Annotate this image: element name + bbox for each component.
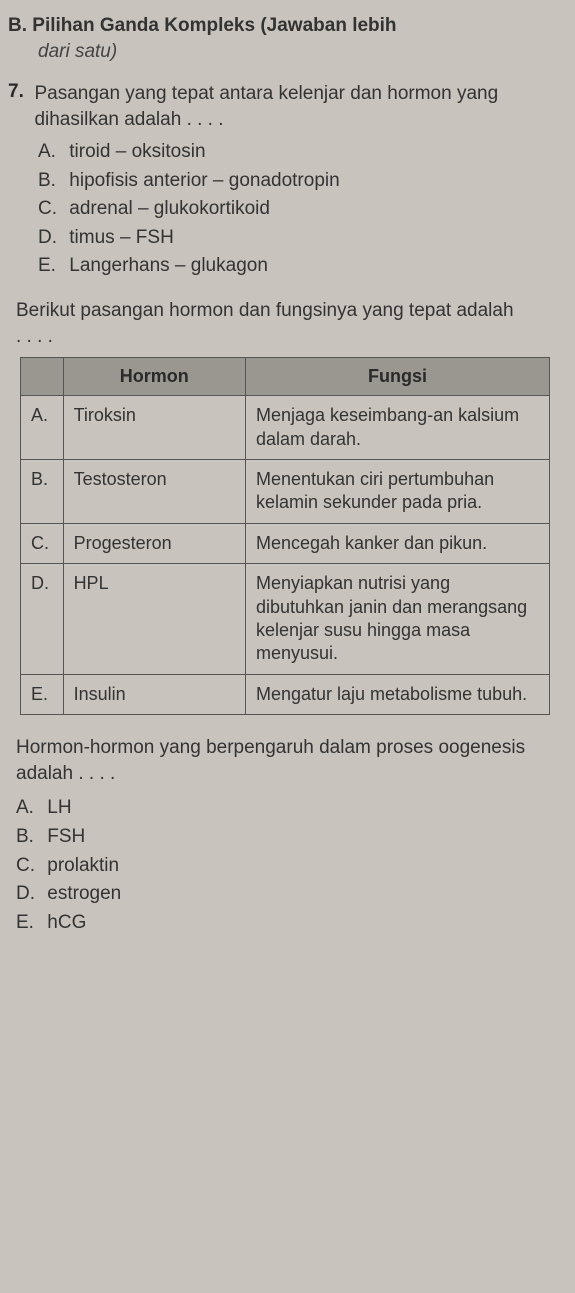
option-e: E. Langerhans – glukagon bbox=[38, 252, 555, 280]
option-text: hipofisis anterior – gonadotropin bbox=[69, 170, 339, 191]
option-label: D. bbox=[16, 880, 42, 908]
section-sub: dari satu) bbox=[38, 41, 555, 63]
option-e: E. hCG bbox=[16, 909, 555, 937]
option-label: C. bbox=[38, 195, 64, 223]
option-text: hCG bbox=[47, 912, 86, 933]
option-text: timus – FSH bbox=[69, 227, 174, 248]
option-text: Langerhans – glukagon bbox=[69, 255, 268, 276]
option-text: FSH bbox=[47, 826, 85, 847]
cell-hormon: Testosteron bbox=[63, 460, 245, 524]
question-table: Berikut pasangan hormon dan fungsinya ya… bbox=[8, 298, 555, 715]
hormon-table: Hormon Fungsi A. Tiroksin Menjaga keseim… bbox=[20, 357, 550, 715]
cell-fungsi: Menentukan ciri pertumbuhan kelamin seku… bbox=[245, 460, 549, 524]
row-label: B. bbox=[21, 460, 64, 524]
option-text: prolaktin bbox=[47, 855, 119, 876]
question-text: Pasangan yang tepat antara kelenjar dan … bbox=[34, 81, 534, 132]
cell-hormon: Tiroksin bbox=[63, 396, 245, 460]
options-list: A. LH B. FSH C. prolaktin D. estrogen E.… bbox=[16, 794, 555, 936]
options-list: A. tiroid – oksitosin B. hipofisis anter… bbox=[38, 138, 555, 280]
table-row: C. Progesteron Mencegah kanker dan pikun… bbox=[21, 523, 550, 563]
question-text: Berikut pasangan hormon dan fungsinya ya… bbox=[16, 298, 516, 349]
option-label: E. bbox=[38, 252, 64, 280]
th-fungsi: Fungsi bbox=[245, 358, 549, 396]
table-row: B. Testosteron Menentukan ciri pertumbuh… bbox=[21, 460, 550, 524]
option-b: B. hipofisis anterior – gonadotropin bbox=[38, 167, 555, 195]
cell-fungsi: Menyiapkan nutrisi yang dibutuhkan janin… bbox=[245, 564, 549, 675]
option-text: tiroid – oksitosin bbox=[69, 141, 205, 162]
row-label: C. bbox=[21, 523, 64, 563]
option-label: C. bbox=[16, 852, 42, 880]
th-empty bbox=[21, 358, 64, 396]
option-text: adrenal – glukokortikoid bbox=[69, 198, 270, 219]
table-row: A. Tiroksin Menjaga keseimbang-an kalsiu… bbox=[21, 396, 550, 460]
cell-fungsi: Mencegah kanker dan pikun. bbox=[245, 523, 549, 563]
cell-hormon: Insulin bbox=[63, 674, 245, 714]
option-text: estrogen bbox=[47, 883, 121, 904]
option-label: D. bbox=[38, 224, 64, 252]
th-hormon: Hormon bbox=[63, 358, 245, 396]
option-a: A. tiroid – oksitosin bbox=[38, 138, 555, 166]
question-7: 7. Pasangan yang tepat antara kelenjar d… bbox=[8, 81, 555, 280]
option-c: C. prolaktin bbox=[16, 852, 555, 880]
row-label: E. bbox=[21, 674, 64, 714]
table-row: E. Insulin Mengatur laju metabolisme tub… bbox=[21, 674, 550, 714]
table-row: D. HPL Menyiapkan nutrisi yang dibutuhka… bbox=[21, 564, 550, 675]
row-label: A. bbox=[21, 396, 64, 460]
option-text: LH bbox=[47, 797, 71, 818]
cell-fungsi: Mengatur laju metabolisme tubuh. bbox=[245, 674, 549, 714]
cell-hormon: Progesteron bbox=[63, 523, 245, 563]
option-label: B. bbox=[16, 823, 42, 851]
option-label: A. bbox=[16, 794, 42, 822]
cell-hormon: HPL bbox=[63, 564, 245, 675]
row-label: D. bbox=[21, 564, 64, 675]
option-c: C. adrenal – glukokortikoid bbox=[38, 195, 555, 223]
section-header: B. Pilihan Ganda Kompleks (Jawaban lebih bbox=[8, 15, 555, 37]
question-num: 7. bbox=[8, 81, 30, 103]
option-label: E. bbox=[16, 909, 42, 937]
option-d: D. timus – FSH bbox=[38, 224, 555, 252]
option-label: B. bbox=[38, 167, 64, 195]
option-d: D. estrogen bbox=[16, 880, 555, 908]
question-text: Hormon-hormon yang berpengaruh dalam pro… bbox=[16, 735, 536, 786]
option-a: A. LH bbox=[16, 794, 555, 822]
cell-fungsi: Menjaga keseimbang-an kalsium dalam dara… bbox=[245, 396, 549, 460]
question-oogenesis: Hormon-hormon yang berpengaruh dalam pro… bbox=[16, 735, 555, 936]
option-b: B. FSH bbox=[16, 823, 555, 851]
option-label: A. bbox=[38, 138, 64, 166]
